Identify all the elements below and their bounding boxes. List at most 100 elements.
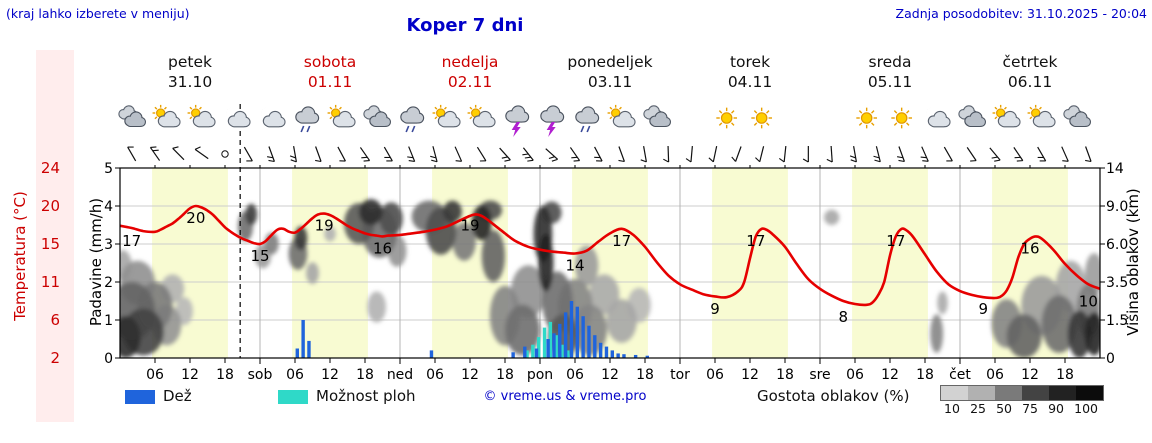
cloud-density-scale-ticks: 10 25 50 75 90 100 (939, 401, 1103, 416)
svg-text:12: 12 (321, 367, 339, 383)
day-date: 02.11 (447, 73, 493, 91)
weather-icons-row (118, 104, 1092, 137)
day-date: 01.11 (307, 73, 353, 91)
last-updated: Zadnja posodobitev: 31.10.2025 - 20:04 (895, 6, 1147, 21)
svg-text:06: 06 (426, 367, 444, 383)
svg-text:06: 06 (846, 367, 864, 383)
weather-icon-rain (400, 106, 425, 133)
day-header-sobota: sobota 01.11 (260, 52, 400, 92)
axes: 06 12 18 06 12 18 06 12 18 06 12 18 06 12 18 06 12 18 06 12… (41, 159, 1128, 383)
svg-text:16: 16 (373, 239, 392, 257)
svg-text:12: 12 (181, 367, 199, 383)
weather-icon-suncloud (152, 104, 181, 128)
svg-text:06: 06 (986, 367, 1004, 383)
svg-text:sre: sre (809, 367, 830, 383)
weather-icon-cloud (958, 105, 987, 128)
svg-text:12: 12 (601, 367, 619, 383)
svg-text:18: 18 (216, 367, 234, 383)
svg-text:18: 18 (916, 367, 934, 383)
weather-icon-moon (826, 110, 834, 126)
day-header-ponedeljek: ponedeljek 03.11 (540, 52, 680, 92)
svg-text:5: 5 (104, 161, 113, 177)
day-header-nedelja: nedelja 02.11 (400, 52, 540, 92)
svg-text:čet: čet (949, 367, 971, 383)
svg-text:17: 17 (746, 232, 765, 250)
density-swatch (995, 386, 1022, 400)
svg-text:10: 10 (1079, 293, 1098, 311)
day-name: sobota (303, 53, 357, 71)
svg-text:06: 06 (566, 367, 584, 383)
weather-icon-sun (856, 107, 878, 129)
cloud-layer (120, 199, 1100, 358)
shower-bars (525, 321, 570, 358)
rain-legend-label: Dež (163, 387, 192, 405)
weather-icon-moon (686, 110, 694, 126)
weather-icon-cloud (1063, 105, 1092, 128)
density-swatch (1022, 386, 1049, 400)
svg-text:9: 9 (710, 300, 720, 318)
location-menu-hint[interactable]: (kraj lahko izberete v meniju) (6, 6, 190, 21)
weather-icon-storm (540, 105, 565, 137)
temperature-line (120, 204, 1100, 307)
weather-icon-suncloud (327, 104, 356, 128)
svg-text:14: 14 (1106, 161, 1124, 177)
weather-icon-sun (716, 107, 738, 129)
day-header-četrtek: četrtek 06.11 (960, 52, 1100, 92)
wind-barbs-row (127, 145, 1092, 163)
temperature-value-labels: 17 20 15 19 16 19 14 17 9 17 8 17 9 16 10 (122, 209, 1098, 326)
showers-legend-swatch (278, 390, 308, 404)
density-tick-label: 50 (996, 401, 1012, 416)
density-tick-label: 25 (970, 401, 986, 416)
weather-icon-cloud (363, 105, 392, 128)
svg-text:18: 18 (636, 367, 654, 383)
weather-icon-suncloud (187, 104, 216, 128)
rain-legend-swatch (125, 390, 155, 404)
weather-icon-moon (791, 110, 799, 126)
svg-text:06: 06 (706, 367, 724, 383)
svg-text:11: 11 (41, 273, 60, 291)
svg-text:1.5: 1.5 (1106, 313, 1128, 329)
svg-text:sob: sob (248, 367, 273, 383)
svg-text:4: 4 (104, 199, 113, 215)
copyright-link[interactable]: © vreme.us & vreme.pro (483, 389, 647, 404)
day-date: 06.11 (1007, 73, 1053, 91)
showers-legend-label: Možnost ploh (316, 387, 416, 405)
svg-text:20: 20 (41, 197, 60, 215)
day-name: petek (168, 53, 212, 71)
day-date: 31.10 (167, 73, 213, 91)
weather-icon-cloud (643, 105, 672, 128)
svg-text:19: 19 (315, 217, 334, 235)
svg-text:06: 06 (286, 367, 304, 383)
day-name: sreda (868, 53, 912, 71)
day-header-sreda: sreda 05.11 (820, 52, 960, 92)
day-date: 04.11 (727, 73, 773, 91)
cloud-density-scale (940, 385, 1104, 401)
svg-text:pon: pon (527, 367, 553, 383)
density-tick-label: 100 (1074, 401, 1098, 416)
density-tick-label: 10 (944, 401, 960, 416)
weather-icon-storm (505, 105, 530, 137)
density-tick-label: 75 (1022, 401, 1038, 416)
weather-icon-mooncloud (926, 107, 951, 128)
weather-icon-mooncloud (226, 107, 251, 128)
svg-text:18: 18 (1056, 367, 1074, 383)
svg-text:20: 20 (186, 209, 205, 227)
svg-text:17: 17 (612, 232, 631, 250)
svg-text:3: 3 (104, 237, 113, 253)
svg-text:8: 8 (839, 308, 849, 326)
svg-text:6: 6 (50, 311, 60, 329)
svg-text:12: 12 (741, 367, 759, 383)
day-header-petek: petek 31.10 (120, 52, 260, 92)
svg-text:18: 18 (496, 367, 514, 383)
day-header-torek: torek 04.11 (680, 52, 820, 92)
page-title: Koper 7 dni (406, 15, 524, 36)
day-name: nedelja (441, 53, 499, 71)
density-swatch (968, 386, 995, 400)
svg-text:17: 17 (886, 232, 905, 250)
weather-icon-rain (295, 106, 320, 133)
density-swatch (941, 386, 968, 400)
svg-text:1: 1 (104, 313, 113, 329)
svg-text:12: 12 (461, 367, 479, 383)
day-date: 05.11 (867, 73, 913, 91)
